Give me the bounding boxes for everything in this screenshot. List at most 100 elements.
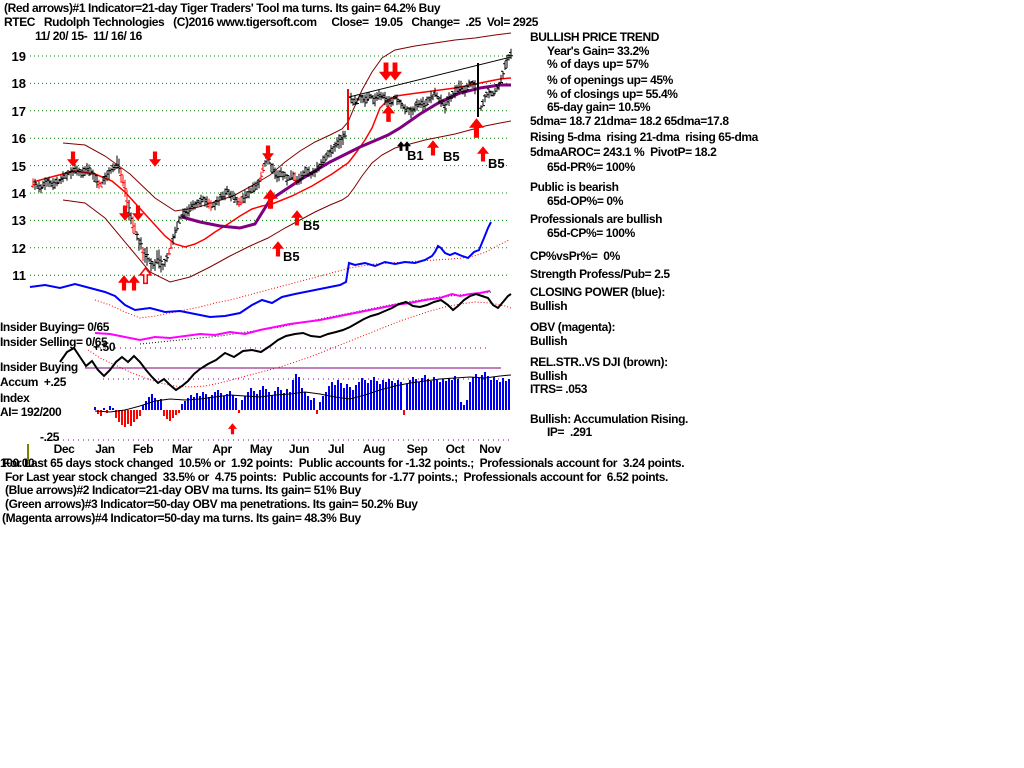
buy-arrow-icon	[127, 275, 141, 291]
scale-remnant: 100.00	[0, 456, 35, 470]
month-label-aug: Aug	[362, 442, 386, 456]
month-label-mar: Mar	[171, 442, 193, 456]
obv-line	[94, 290, 491, 342]
month-label-nov: Nov	[479, 442, 501, 456]
month-label-jan: Jan	[95, 442, 115, 456]
sell-arrow-icon	[378, 62, 394, 81]
accum-index-histogram-negative	[97, 410, 405, 427]
pct-openings-up: % of openings up= 45%	[547, 73, 673, 87]
buy-arrow-icon	[117, 275, 131, 291]
sell-arrow-icon	[261, 145, 275, 161]
public-sentiment: Public is bearish	[530, 180, 619, 194]
accum-index-histogram-positive	[94, 372, 510, 410]
accum-plus25-level: Accum +.25	[0, 375, 66, 389]
signal-label-b5-4: B5	[488, 156, 505, 171]
itrs-value: ITRS= .053	[530, 382, 588, 396]
month-label-jul: Jul	[327, 442, 345, 456]
ma-direction: Rising 5-dma rising 21-dma rising 65-dma	[530, 130, 758, 144]
indicator4-caption: (Magenta arrows)#4 Indicator=50-day ma t…	[2, 511, 361, 525]
closing-power-line	[29, 221, 492, 319]
summary-year: For Last year stock changed 33.5% or 4.7…	[5, 470, 668, 484]
buy-arrow-icon	[426, 140, 440, 156]
buy-arrow-icon	[290, 210, 304, 226]
accum-minus25-level: -.25	[40, 430, 60, 444]
gain-65day: 65-day gain= 10.5%	[547, 100, 651, 114]
price-axis-label-16: 16	[11, 131, 26, 146]
buy-arrow-icon	[262, 189, 279, 209]
buy-arrow-icon	[138, 266, 153, 285]
ma65-line	[181, 83, 511, 230]
month-label-oct: Oct	[445, 442, 465, 456]
signal-label-b5-1: B5	[303, 218, 320, 233]
price-axis-label-12: 12	[11, 241, 26, 256]
price-axis-label-14: 14	[11, 186, 26, 201]
price-axis-label-19: 19	[11, 49, 26, 64]
signal-label-b5-0: B5	[283, 249, 300, 264]
price-axis-label-17: 17	[11, 104, 26, 119]
month-label-may: May	[249, 442, 273, 456]
cp-65day: 65d-CP%= 100%	[547, 226, 635, 240]
date-range: 11/ 20/ 15- 11/ 16/ 16	[35, 29, 142, 43]
month-label-dec: Dec	[53, 442, 75, 456]
ai-score: AI= 192/200	[0, 405, 62, 419]
upper-trading-band	[62, 32, 512, 212]
professional-sentiment: Professionals are bullish	[530, 212, 663, 226]
price-axis-label-11: 11	[12, 268, 26, 283]
month-label-apr: Apr	[212, 442, 232, 456]
price-axis-label-18: 18	[11, 76, 26, 91]
relstr-status: Bullish	[530, 369, 568, 383]
obv-status: Bullish	[530, 334, 568, 348]
relstr-dotted-ma	[87, 301, 512, 388]
aroc-pivot: 5dmaAROC= 243.1 % PivotP= 18.2	[530, 145, 717, 159]
moving-averages: 5dma= 18.7 21dma= 18.2 65dma=17.8	[530, 114, 729, 128]
accum-index-label: Index	[0, 391, 30, 405]
obv-label: OBV (magenta):	[530, 320, 616, 334]
relstr-plus50-level: +.50	[93, 340, 116, 354]
lower-trading-band	[62, 120, 512, 283]
insider-selling-count: Insider Selling= 0/65	[0, 335, 108, 349]
indicator3-caption: (Green arrows)#3 Indicator=50-day OBV ma…	[5, 497, 418, 511]
relstr-line	[59, 292, 512, 392]
ma21-line	[32, 77, 512, 248]
indicator1-title: (Red arrows)#1 Indicator=21-day Tiger Tr…	[4, 1, 441, 15]
buy-arrow-icon	[227, 423, 238, 435]
sell-arrow-icon	[148, 151, 162, 167]
buy-arrow-icon	[468, 118, 485, 138]
closing-power-status: Bullish	[530, 299, 568, 313]
buy-arrow-icon	[476, 146, 490, 162]
years-gain: Year's Gain= 33.2%	[547, 44, 650, 58]
price-bars-red	[31, 163, 297, 261]
signal-label-b5-3: B5	[443, 149, 460, 164]
buy-arrow-icon	[402, 141, 412, 151]
insider-buying-count: Insider Buying= 0/65	[0, 320, 110, 334]
buy-arrow-icon	[271, 241, 285, 257]
closing-power-dotted-ma	[94, 239, 510, 319]
price-axis-label-13: 13	[11, 213, 26, 228]
pct-days-up: % of days up= 57%	[547, 57, 649, 71]
indicator2-caption: (Blue arrows)#2 Indicator=21-day OBV ma …	[5, 483, 361, 497]
summary-65day: For Last 65 days stock changed 10.5% or …	[3, 456, 685, 470]
closing-power-label: CLOSING POWER (blue):	[530, 285, 665, 299]
buy-arrow-icon	[381, 105, 396, 122]
sell-arrow-icon	[387, 62, 403, 81]
relstr-label: REL.STR..VS DJI (brown):	[530, 355, 668, 369]
resistance-trend-line	[348, 56, 512, 98]
price-bars-black	[33, 48, 513, 273]
month-label-sep: Sep	[406, 442, 428, 456]
price-axis-label-15: 15	[11, 159, 26, 174]
insider-buying-label: Insider Buying	[0, 360, 78, 374]
sell-arrow-icon	[66, 151, 80, 167]
sell-arrow-icon	[118, 205, 132, 221]
sell-arrow-icon	[131, 205, 145, 221]
accumulation-status: Bullish: Accumulation Rising.	[530, 412, 688, 426]
pr-65day: 65d-PR%= 100%	[547, 160, 635, 174]
ip-value: IP= .291	[547, 425, 592, 439]
month-label-feb: Feb	[132, 442, 154, 456]
ticker-title: RTEC Rudolph Technologies (C)2016 www.ti…	[4, 15, 538, 29]
month-label-jun: Jun	[288, 442, 310, 456]
pct-closings-up: % of closings up= 55.4%	[547, 87, 678, 101]
strength-ratio: Strength Profess/Pub= 2.5	[530, 267, 670, 281]
accum-index-ma-line	[94, 374, 512, 413]
